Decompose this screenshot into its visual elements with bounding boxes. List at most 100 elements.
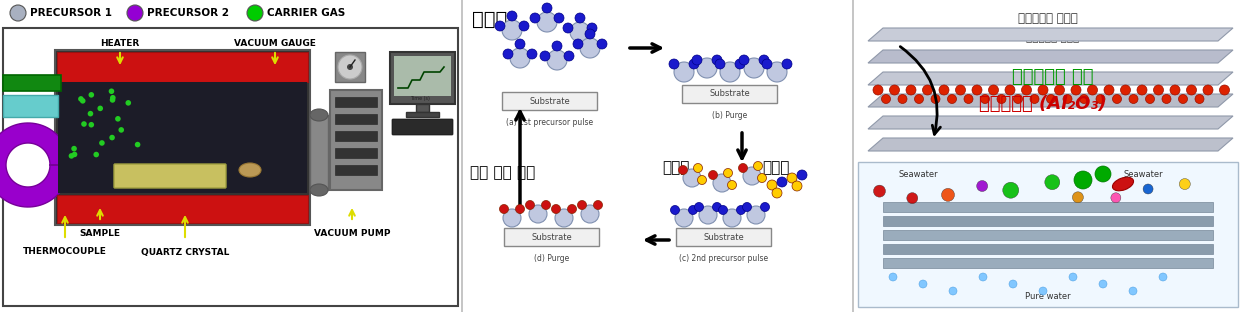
Circle shape bbox=[1095, 166, 1111, 182]
Circle shape bbox=[495, 21, 505, 31]
Circle shape bbox=[972, 85, 982, 95]
Circle shape bbox=[71, 146, 77, 151]
Circle shape bbox=[723, 209, 741, 227]
Circle shape bbox=[1146, 95, 1155, 104]
Circle shape bbox=[78, 96, 83, 102]
Circle shape bbox=[507, 11, 517, 21]
Circle shape bbox=[738, 163, 747, 173]
Circle shape bbox=[539, 51, 549, 61]
Bar bbox=[883, 202, 1213, 212]
Circle shape bbox=[720, 62, 740, 82]
Ellipse shape bbox=[239, 163, 261, 177]
Circle shape bbox=[1063, 95, 1071, 104]
Circle shape bbox=[742, 202, 752, 212]
Text: (c) 2nd precursor pulse: (c) 2nd precursor pulse bbox=[680, 254, 768, 263]
Circle shape bbox=[576, 13, 585, 23]
Circle shape bbox=[761, 202, 769, 212]
Circle shape bbox=[712, 55, 722, 65]
Circle shape bbox=[554, 13, 564, 23]
Circle shape bbox=[1003, 182, 1019, 198]
Circle shape bbox=[593, 201, 603, 209]
Text: 원자층증착 (Al₂O₃): 원자층증착 (Al₂O₃) bbox=[979, 95, 1106, 113]
Circle shape bbox=[585, 29, 595, 39]
Text: (d) Purge: (d) Purge bbox=[534, 254, 569, 263]
Circle shape bbox=[1069, 273, 1076, 281]
Circle shape bbox=[93, 152, 99, 157]
Bar bbox=[336, 97, 377, 107]
Circle shape bbox=[526, 201, 534, 209]
Polygon shape bbox=[868, 138, 1233, 151]
Circle shape bbox=[922, 85, 932, 95]
Circle shape bbox=[709, 170, 717, 179]
Circle shape bbox=[578, 201, 587, 209]
Text: 목적 촉매 증착: 목적 촉매 증착 bbox=[470, 165, 536, 180]
Circle shape bbox=[1195, 95, 1204, 104]
Circle shape bbox=[516, 204, 525, 213]
Bar bbox=[329, 90, 382, 190]
Circle shape bbox=[515, 39, 525, 49]
Bar bbox=[336, 148, 377, 158]
Bar bbox=[502, 92, 598, 110]
Circle shape bbox=[1111, 193, 1121, 203]
Circle shape bbox=[889, 273, 897, 281]
Circle shape bbox=[979, 273, 987, 281]
Circle shape bbox=[573, 39, 583, 49]
Circle shape bbox=[556, 209, 573, 227]
Circle shape bbox=[674, 62, 694, 82]
Circle shape bbox=[68, 153, 75, 159]
Text: THERMOCOUPLE: THERMOCOUPLE bbox=[24, 247, 107, 256]
Text: (a) 1st precursor pulse: (a) 1st precursor pulse bbox=[506, 118, 594, 127]
Bar bbox=[336, 52, 365, 82]
Circle shape bbox=[712, 202, 721, 212]
Bar bbox=[336, 131, 377, 141]
Circle shape bbox=[563, 23, 573, 33]
Circle shape bbox=[527, 49, 537, 59]
Circle shape bbox=[1144, 184, 1154, 194]
Circle shape bbox=[580, 205, 599, 223]
Circle shape bbox=[792, 181, 802, 191]
Circle shape bbox=[571, 22, 590, 42]
Circle shape bbox=[1079, 95, 1089, 104]
Bar bbox=[58, 82, 307, 193]
Ellipse shape bbox=[1112, 177, 1134, 191]
Circle shape bbox=[134, 142, 140, 147]
Circle shape bbox=[109, 97, 116, 103]
Circle shape bbox=[1073, 192, 1084, 203]
Circle shape bbox=[689, 59, 699, 69]
Circle shape bbox=[890, 85, 900, 95]
Circle shape bbox=[767, 180, 777, 190]
Circle shape bbox=[111, 95, 116, 100]
Bar bbox=[883, 244, 1213, 254]
Circle shape bbox=[1129, 287, 1137, 295]
Circle shape bbox=[694, 163, 702, 173]
Circle shape bbox=[941, 188, 955, 201]
Circle shape bbox=[99, 140, 104, 146]
Text: Substrate: Substrate bbox=[710, 90, 751, 99]
Circle shape bbox=[919, 280, 927, 288]
Circle shape bbox=[915, 95, 924, 104]
Circle shape bbox=[597, 39, 607, 49]
Circle shape bbox=[906, 85, 916, 95]
Polygon shape bbox=[868, 72, 1233, 85]
Circle shape bbox=[874, 185, 885, 197]
FancyBboxPatch shape bbox=[392, 119, 452, 135]
Circle shape bbox=[88, 92, 94, 98]
Text: PRECURSOR 2: PRECURSOR 2 bbox=[147, 8, 229, 18]
Text: 산화그래핀 표면: 산화그래핀 표면 bbox=[1012, 68, 1094, 86]
Text: 부산물: 부산물 bbox=[762, 160, 789, 175]
Bar bbox=[55, 50, 310, 225]
Circle shape bbox=[109, 135, 114, 140]
Circle shape bbox=[715, 59, 725, 69]
Text: Pure water: Pure water bbox=[1025, 292, 1070, 301]
Bar bbox=[2, 75, 61, 91]
Circle shape bbox=[126, 100, 131, 106]
Circle shape bbox=[1038, 85, 1048, 95]
Circle shape bbox=[675, 209, 694, 227]
Circle shape bbox=[797, 170, 807, 180]
Circle shape bbox=[1158, 273, 1167, 281]
Circle shape bbox=[72, 152, 77, 157]
Circle shape bbox=[97, 105, 103, 111]
Circle shape bbox=[1047, 95, 1055, 104]
Text: Substrate: Substrate bbox=[530, 96, 571, 105]
Polygon shape bbox=[868, 50, 1233, 63]
